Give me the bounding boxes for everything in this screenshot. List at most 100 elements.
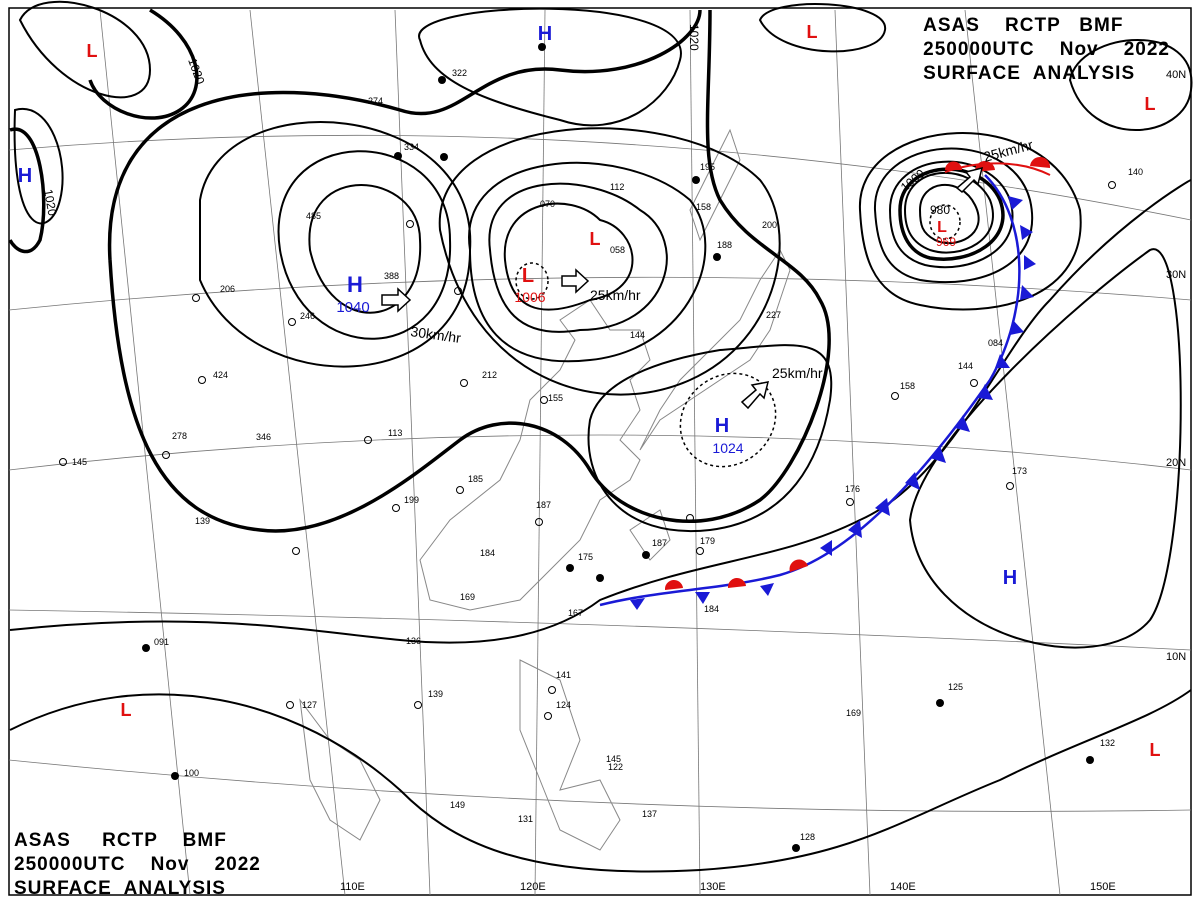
station-value: 158 [900,381,915,391]
station-value: 187 [652,538,667,548]
lon-label: 110E [340,881,365,893]
high-center: H [1003,567,1017,589]
station-value: 141 [556,670,571,680]
station-value: 070 [540,199,555,209]
station-value: 200 [762,220,777,230]
station-value: 206 [220,284,235,294]
station-value: 155 [548,393,563,403]
high-center: H [715,415,729,437]
graticule [8,9,1192,896]
isobar-label: 1000 [898,166,928,194]
motion-label: 25km/hr [772,365,823,381]
station-value: 334 [404,142,419,152]
header-line: SURFACE ANALYSIS [923,63,1136,84]
arrow-icon [381,287,412,313]
station-value: 212 [482,370,497,380]
motion-label: 25km/hr [590,287,641,303]
station-value: 140 [1128,167,1143,177]
map-footer: ASAS RCTP BMF 250000UTC Nov 2022 SURFACE… [14,829,261,901]
station-value: 124 [556,700,571,710]
lat-label: 40N [1166,69,1186,81]
low-center: L [937,219,947,236]
station-value: 184 [480,548,495,558]
station-value: 144 [958,361,973,371]
station-value: 176 [845,484,860,494]
cold-front [599,156,1051,610]
station-value: 144 [630,330,645,340]
station-circles [59,181,1116,720]
motion-label: 30km/hr [410,323,463,346]
station-value: 184 [704,604,719,614]
station-value: 058 [610,245,625,255]
arrow-icon [740,381,770,410]
station-value: 128 [800,832,815,842]
lat-label: 20N [1166,457,1186,469]
station-labels: 322 274 334 485 388 246 424 278 346 145 139 206 070 0… [72,68,1143,842]
station-value: 149 [450,800,465,810]
station-value: 139 [428,689,443,699]
footer-line: SURFACE ANALYSIS [14,878,226,899]
isobar-label: 1020 [185,56,207,86]
low-center: L [807,22,818,42]
axis-labels: 110E 120E 130E 140E 150E 40N 30N 20N 10N [340,69,1186,893]
station-value: 424 [213,370,228,380]
isobar-label: 980 [930,203,950,217]
lon-label: 120E [520,881,546,893]
station-value: 137 [642,809,657,819]
meridian-line [249,9,346,896]
station-value: 158 [696,202,711,212]
high-center: H [347,272,363,297]
station-value: 091 [154,637,169,647]
isobars-bold [8,8,1005,533]
station-value: 278 [172,431,187,441]
station-value: 132 [1100,738,1115,748]
station-value: 122 [608,762,623,772]
header-line: 250000UTC Nov 2022 [923,39,1170,60]
isobar-label: 1020 [687,24,701,51]
station-value: 179 [700,536,715,546]
station-value: 175 [578,552,593,562]
station-marks [142,43,1094,852]
station-value: 195 [700,162,715,172]
high-center: H [18,165,32,187]
station-value: 185 [468,474,483,484]
high-center-value: 1024 [712,440,743,456]
high-center-value: 1040 [336,299,369,316]
station-value: 187 [536,500,551,510]
lat-label: 10N [1166,651,1186,663]
station-value: 167 [568,608,583,618]
station-value: 139 [195,516,210,526]
station-value: 113 [388,428,402,438]
low-center: L [590,229,601,249]
parallel-line [8,134,1192,221]
header-line: ASAS RCTP BMF [923,15,1124,36]
footer-line: ASAS RCTP BMF [14,830,227,851]
station-value: 388 [384,271,399,281]
isobar-label: 1020 [41,188,59,217]
map-header: ASAS RCTP BMF 250000UTC Nov 2022 SURFACE… [923,14,1170,86]
low-center: L [1150,740,1161,760]
map-frame [8,7,1192,896]
low-center: L [1145,94,1156,114]
arrow-icon [561,268,590,294]
low-center-value: 1006 [514,289,545,305]
low-center: L [522,265,534,287]
station-value: 485 [306,211,321,221]
station-value: 125 [948,682,963,692]
station-value: 100 [184,768,199,778]
station-value: 145 [72,457,87,467]
station-value: 274 [368,96,383,106]
lon-label: 150E [1090,881,1116,893]
arrow-icon [955,166,984,194]
station-value: 246 [300,311,315,321]
station-value: 227 [766,310,781,320]
station-value: 346 [256,432,271,442]
station-value: 169 [460,592,475,602]
low-center: L [121,700,132,720]
isobars [13,0,1193,649]
station-value: 169 [846,708,861,718]
motion-arrows [381,166,984,410]
station-value: 136 [406,636,421,646]
low-center-value: 969 [936,235,956,249]
lat-label: 30N [1166,269,1186,281]
